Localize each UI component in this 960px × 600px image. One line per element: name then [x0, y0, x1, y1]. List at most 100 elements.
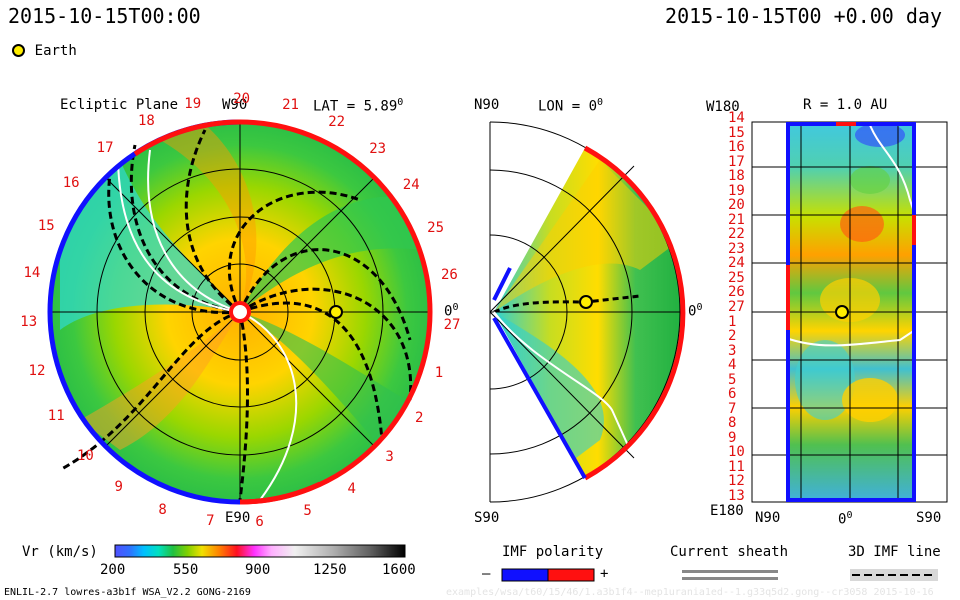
ecliptic-right-label: 00: [444, 302, 459, 320]
carrington-label: 13: [20, 314, 38, 331]
synoptic-panel: [751, 121, 948, 503]
ecliptic-top-label: W90: [222, 97, 248, 113]
synoptic-row-label: 19: [728, 182, 745, 199]
carrington-label: 15: [37, 217, 55, 234]
ecliptic-polarity-positive: [239, 119, 433, 505]
synoptic-row-label: 10: [728, 444, 745, 461]
carrington-label: 16: [62, 175, 80, 192]
carrington-label: 12: [28, 362, 46, 379]
synoptic-row-label: 12: [728, 473, 745, 490]
synoptic-row-label: 16: [728, 139, 745, 156]
carrington-label: 2: [414, 410, 424, 427]
synoptic-row-label: 5: [728, 371, 737, 388]
synoptic-row-label: 1: [728, 313, 737, 330]
colorbar-tick-550: 550: [173, 562, 199, 578]
imf-polarity-plus: +: [600, 566, 609, 582]
ecliptic-panel: [47, 119, 433, 505]
synoptic-current-sheath: [785, 329, 916, 347]
synoptic-row-label: 17: [728, 153, 745, 170]
synoptic-row-label: 23: [728, 240, 745, 257]
carrington-label: 5: [303, 502, 312, 519]
synoptic-row-label: 15: [728, 124, 745, 141]
carrington-label: 20: [233, 91, 251, 107]
ecliptic-imf-lines: [59, 129, 413, 501]
carrington-label: 6: [255, 513, 264, 530]
carrington-label: 11: [47, 407, 65, 424]
earth-marker-icon: [329, 305, 343, 319]
current-sheath-title: Current sheath: [670, 544, 789, 560]
carrington-label: 14: [23, 264, 41, 281]
current-sheath-swatch: [682, 570, 778, 573]
carrington-label: 22: [328, 114, 346, 131]
synoptic-bottom-n90: N90: [755, 510, 781, 526]
synoptic-top-left-label: W180: [706, 99, 740, 115]
meridional-panel: [489, 121, 686, 503]
carrington-label: 24: [402, 177, 420, 194]
carrington-label: 17: [96, 139, 114, 156]
carrington-label: 19: [184, 96, 202, 113]
imf-polarity-negative-swatch: [501, 568, 549, 582]
ecliptic-bottom-label: E90: [225, 510, 251, 526]
carrington-label: 3: [385, 449, 394, 466]
ecliptic-lat-label: LAT = 5.890: [313, 97, 404, 115]
synoptic-row-label: 4: [728, 357, 737, 374]
carrington-label: 7: [206, 513, 215, 530]
synoptic-bottom-zero: 00: [838, 510, 853, 528]
synoptic-row-label: 2: [728, 328, 737, 345]
synoptic-row-label: 9: [728, 429, 737, 446]
earth-legend-label: Earth: [34, 43, 77, 59]
synoptic-row-label: 14: [728, 110, 745, 126]
carrington-label: 23: [369, 141, 387, 158]
carrington-label: 4: [347, 480, 356, 497]
meridional-right-label: 00: [688, 302, 703, 320]
carrington-label: 25: [427, 220, 444, 237]
ecliptic-title: Ecliptic Plane: [60, 97, 179, 113]
synoptic-row-label: 18: [728, 168, 745, 185]
timestamp-left: 2015-10-15T00:00: [8, 4, 201, 28]
timestamp-right: 2015-10-15T00 +0.00 day: [665, 4, 942, 28]
meridional-current-sheath: [493, 311, 631, 451]
synoptic-bottom-s90: S90: [916, 510, 942, 526]
faint-path: examples/wsa/t60/15/46/1.a3b1f4--mep1ura…: [446, 587, 934, 598]
carrington-label: 21: [282, 97, 299, 113]
synoptic-row-label: 8: [728, 415, 737, 432]
synoptic-row-label: 11: [728, 458, 745, 475]
synoptic-row-label: 26: [728, 284, 745, 301]
colorbar-tick-1600: 1600: [382, 562, 416, 578]
earth-marker-icon: [12, 44, 25, 57]
meridional-bottom-label: S90: [474, 510, 500, 526]
colorbar-tick-900: 900: [245, 562, 271, 578]
synoptic-row-label: 25: [728, 269, 745, 286]
meridional-lon-label: LON = 00: [538, 97, 604, 115]
meridional-top-label: N90: [474, 97, 500, 113]
meridional-grid: [489, 121, 685, 503]
sun-marker-icon: [229, 301, 251, 323]
velocity-colorbar: [114, 544, 406, 558]
synoptic-row-label: 22: [728, 226, 745, 243]
synoptic-row-label: 20: [728, 197, 745, 214]
earth-marker-icon-meridional: [579, 295, 593, 309]
earth-marker-icon-synoptic: [835, 305, 849, 319]
synoptic-row-label: 24: [728, 255, 745, 272]
model-info: ENLIL-2.7 lowres-a3b1f WSA_V2.2 GONG-216…: [4, 587, 251, 598]
carrington-label: 9: [114, 479, 123, 496]
colorbar-title: Vr (km/s): [22, 544, 98, 560]
meridional-polarity-positive: [583, 145, 686, 481]
imf-polarity-minus: –: [482, 566, 491, 582]
colorbar-tick-200: 200: [100, 562, 126, 578]
colorbar-tick-1250: 1250: [313, 562, 347, 578]
earth-legend: Earth: [12, 40, 77, 59]
imf-line-title: 3D IMF line: [848, 544, 941, 560]
synoptic-row-label: 21: [728, 211, 745, 228]
synoptic-row-label: 3: [728, 342, 737, 359]
synoptic-row-label: 7: [728, 400, 737, 417]
carrington-label: 26: [440, 267, 458, 284]
carrington-label: 1: [434, 364, 444, 381]
synoptic-bottom-left-label: E180: [710, 503, 744, 519]
imf-polarity-title: IMF polarity: [502, 544, 604, 560]
carrington-label: 27: [443, 316, 461, 333]
synoptic-row-label: 27: [728, 299, 745, 315]
synoptic-row-label: 6: [728, 386, 737, 403]
meridional-polarity-negative: [492, 317, 587, 479]
